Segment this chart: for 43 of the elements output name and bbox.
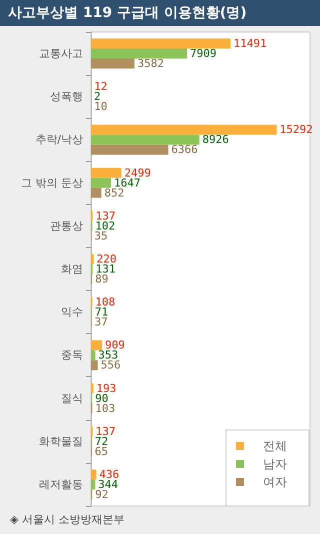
data-label: 37 (94, 316, 108, 329)
legend-label: 전체 (263, 439, 287, 453)
data-label: 131 (96, 262, 116, 276)
data-label: 89 (95, 272, 108, 286)
y-tick-label: 익수 (61, 306, 83, 319)
y-tick-label: 추락/낙상 (35, 133, 83, 146)
bar (91, 124, 277, 135)
bar (91, 340, 102, 350)
y-tick-label: 화학물질 (39, 434, 83, 448)
chart-title: 사고부상별 119 구급대 이용현황(명) (0, 0, 320, 26)
bar (91, 134, 200, 145)
data-label: 11491 (233, 37, 267, 50)
bar (91, 469, 96, 480)
y-tick-label: 성폭행 (50, 90, 83, 104)
bar (91, 254, 94, 264)
y-tick-label: 그 밖의 둔상 (21, 176, 83, 190)
data-label: 3582 (137, 57, 164, 70)
y-tick-label: 관통상 (50, 219, 83, 232)
y-tick-label: 레저활동 (39, 478, 83, 491)
y-tick-label: 중독 (61, 348, 83, 362)
bar (91, 58, 134, 69)
bar (91, 38, 230, 49)
bar (91, 144, 168, 155)
data-label: 7909 (190, 47, 216, 60)
bar (91, 350, 96, 360)
y-tick-label: 질식 (61, 392, 83, 405)
bar (91, 168, 122, 178)
data-label: 15292 (280, 123, 313, 136)
y-tick-label: 화염 (61, 262, 83, 276)
data-label: 6366 (171, 143, 198, 156)
text: ◈ 서울시 소방방재본부 (9, 512, 126, 528)
bar (91, 360, 98, 370)
data-label: 108 (95, 296, 116, 309)
data-label: 8926 (202, 133, 229, 146)
bar (91, 48, 187, 59)
legend-label: 여자 (263, 475, 287, 489)
y-tick-label: 교통사고 (39, 47, 83, 60)
legend-label: 남자 (263, 457, 287, 471)
data-label: 220 (96, 252, 117, 266)
bar (91, 178, 111, 188)
data-label: 556 (100, 358, 121, 372)
bar (91, 479, 96, 490)
bar (91, 188, 102, 198)
